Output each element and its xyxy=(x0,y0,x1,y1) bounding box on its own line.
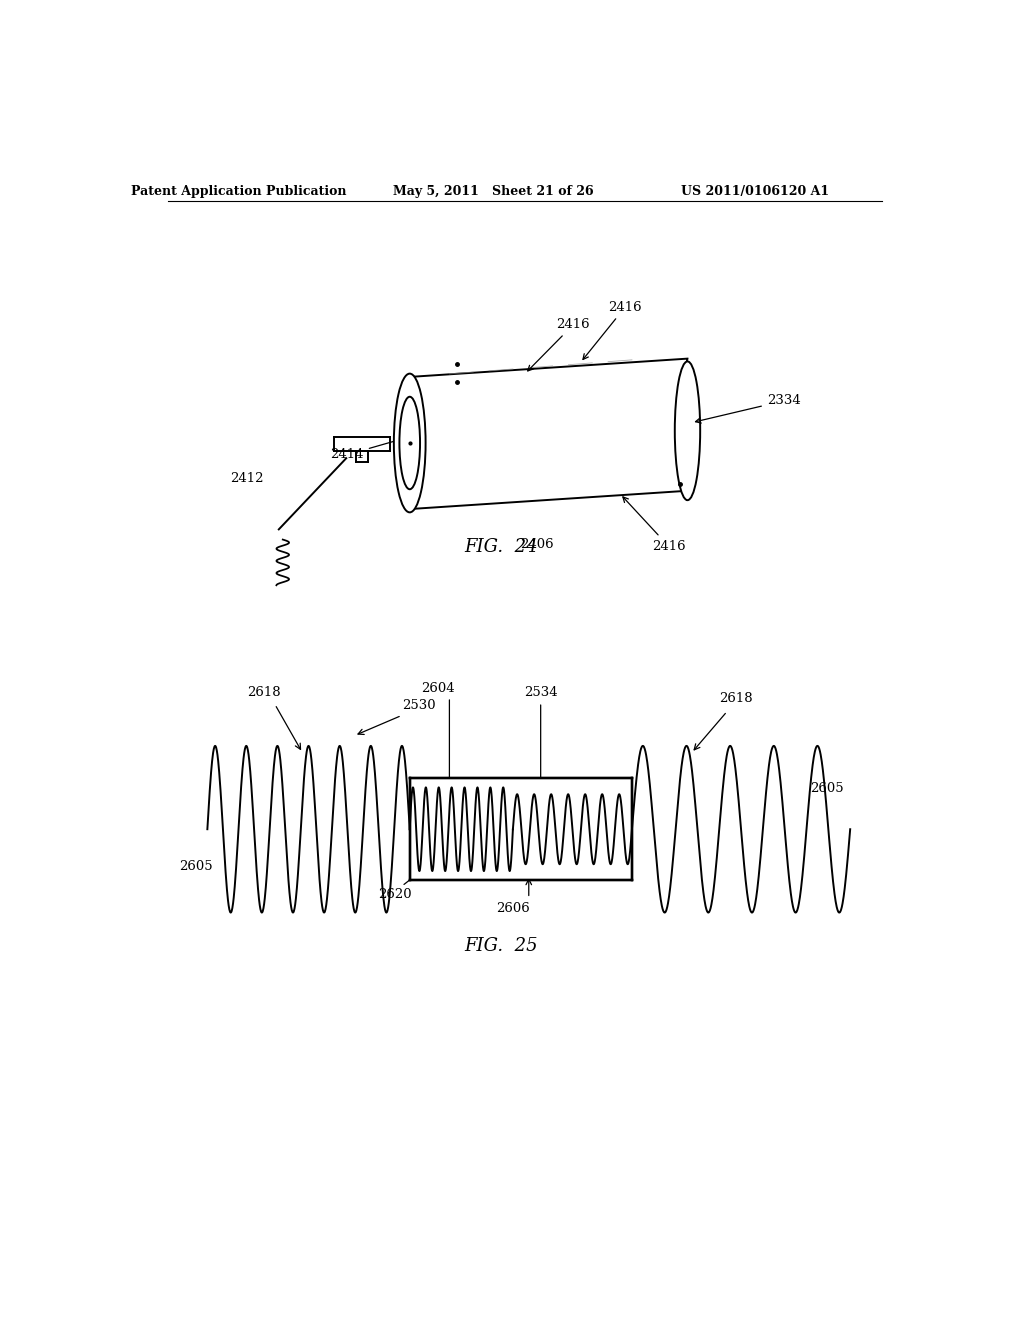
Text: 2604: 2604 xyxy=(421,682,455,696)
Text: US 2011/0106120 A1: US 2011/0106120 A1 xyxy=(681,185,829,198)
Ellipse shape xyxy=(399,397,420,490)
Text: 2414: 2414 xyxy=(331,438,401,461)
Text: 2618: 2618 xyxy=(719,692,753,705)
Text: 2416: 2416 xyxy=(527,318,590,371)
Ellipse shape xyxy=(394,374,426,512)
Text: Patent Application Publication: Patent Application Publication xyxy=(131,185,347,198)
Text: 2406: 2406 xyxy=(520,537,554,550)
Text: May 5, 2011   Sheet 21 of 26: May 5, 2011 Sheet 21 of 26 xyxy=(393,185,593,198)
Text: 2605: 2605 xyxy=(178,859,212,873)
Text: 2534: 2534 xyxy=(524,686,557,700)
Ellipse shape xyxy=(675,362,700,500)
Text: FIG.  24: FIG. 24 xyxy=(464,537,538,556)
Text: 2334: 2334 xyxy=(695,395,801,422)
Text: 2606: 2606 xyxy=(496,903,529,915)
Text: 2416: 2416 xyxy=(623,496,685,553)
Text: 2620: 2620 xyxy=(378,888,412,902)
Text: 2416: 2416 xyxy=(583,301,642,359)
Text: 2618: 2618 xyxy=(247,686,281,700)
Bar xyxy=(410,779,632,880)
Text: 2530: 2530 xyxy=(401,700,435,713)
Text: 2605: 2605 xyxy=(811,781,844,795)
Text: FIG.  25: FIG. 25 xyxy=(464,937,538,956)
Text: 2412: 2412 xyxy=(230,473,264,484)
